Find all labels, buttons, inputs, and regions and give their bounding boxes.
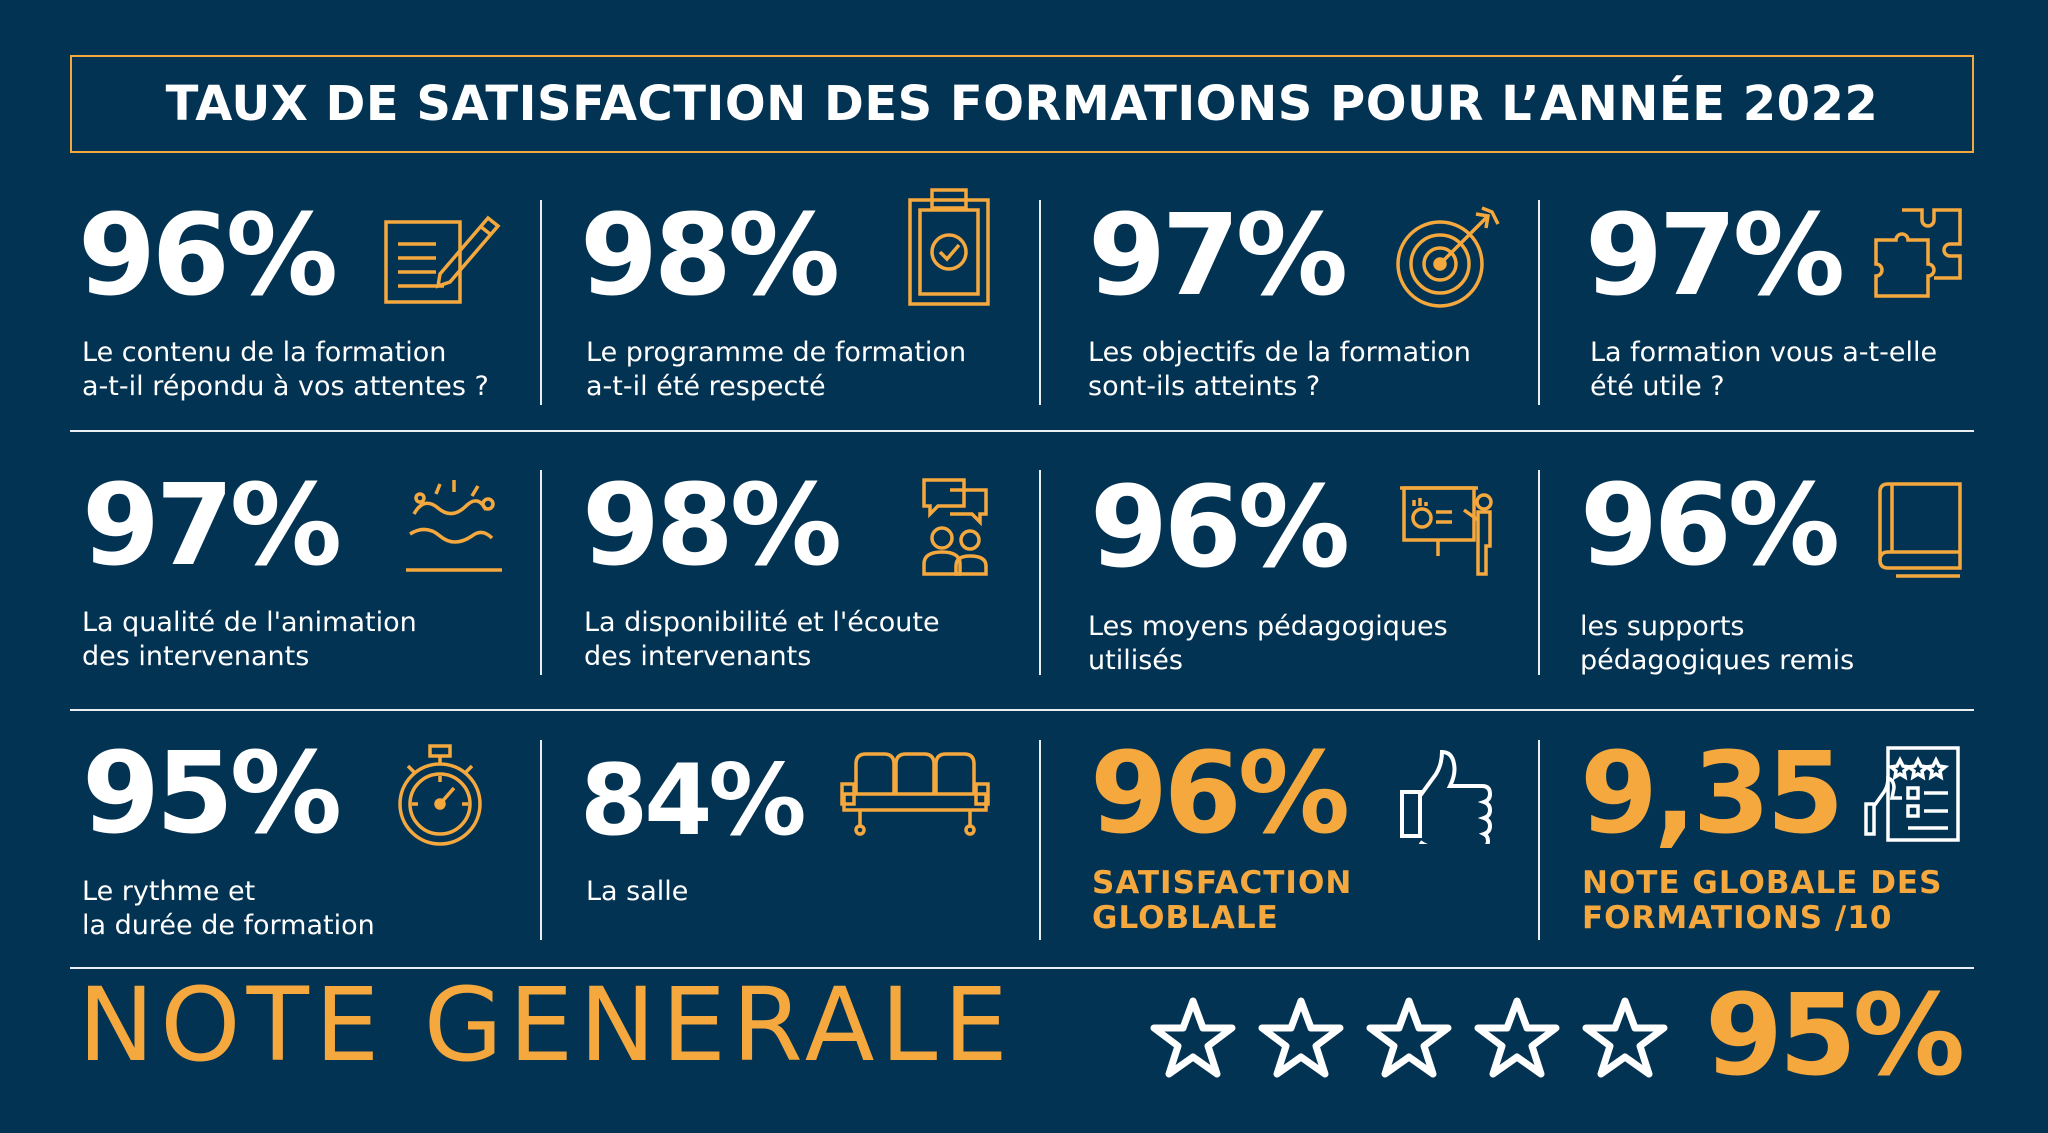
stat-desc-line1: Le contenu de la formation [82, 337, 447, 368]
column-divider [1039, 200, 1041, 405]
column-divider [540, 470, 542, 675]
stat-desc-line2: utilisés [1088, 645, 1183, 676]
row-divider [70, 709, 1974, 711]
puzzle-icon [1872, 204, 1964, 300]
column-divider [1538, 470, 1540, 675]
stat-desc-line2: la durée de formation [82, 910, 375, 941]
title-box: TAUX DE SATISFACTION DES FORMATIONS POUR… [70, 55, 1974, 153]
stat-value-note-globale: 9,35 [1580, 729, 1844, 859]
rating-stars [1150, 996, 1668, 1078]
stat-desc-line2: des intervenants [584, 641, 812, 672]
stat-desc-line1: Le programme de formation [586, 337, 967, 368]
stat-desc-line1: La formation vous a-t-elle [1590, 337, 1938, 368]
stat-value-salle: 84% [580, 744, 807, 858]
star-icon [1150, 997, 1236, 1078]
column-divider [1039, 470, 1041, 675]
seats-icon [840, 750, 990, 836]
stat-value-disponibilite: 98% [582, 461, 842, 591]
document-pen-icon [380, 212, 502, 308]
stat-desc-line2: été utile ? [1590, 371, 1725, 402]
column-divider [1538, 740, 1540, 940]
column-divider [1538, 200, 1540, 405]
stat-desc-line2: GLOBLALE [1092, 900, 1279, 936]
stat-desc-line1: les supports [1580, 611, 1745, 642]
stat-desc-line1: Les moyens pédagogiques [1088, 611, 1448, 642]
stat-value-objectifs: 97% [1088, 191, 1348, 321]
stat-desc-line1: NOTE GLOBALE DES [1582, 865, 1943, 901]
stat-desc-line2: a-t-il été respecté [586, 371, 826, 402]
stat-desc-line2: des intervenants [82, 641, 310, 672]
stat-desc-line1: La salle [586, 876, 689, 907]
column-divider [1039, 740, 1041, 940]
stat-desc-line1: La disponibilité et l'écoute [584, 607, 940, 638]
stat-desc-line2: pédagogiques remis [1580, 645, 1855, 676]
stat-desc-line1: SATISFACTION [1092, 865, 1353, 901]
page-title: TAUX DE SATISFACTION DES FORMATIONS POUR… [165, 76, 1879, 132]
people-chat-icon [920, 476, 990, 576]
footer-label: NOTE GENERALE [78, 966, 1014, 1085]
stat-value-moyens: 96% [1090, 463, 1350, 593]
stat-desc-line1: La qualité de l'animation [82, 607, 417, 638]
star-icon [1582, 997, 1668, 1078]
stat-value-utile: 97% [1585, 191, 1845, 321]
book-icon [1876, 480, 1964, 580]
row-divider [70, 967, 1974, 969]
column-divider [540, 200, 542, 405]
clipboard-check-icon [906, 186, 992, 308]
stat-value-rythme: 95% [82, 729, 342, 859]
stat-desc-line2: sont-ils atteints ? [1088, 371, 1321, 402]
stat-desc-line1: Les objectifs de la formation [1088, 337, 1471, 368]
stat-value-contenu: 96% [78, 191, 338, 321]
rating-review-icon [1862, 744, 1962, 844]
column-divider [540, 740, 542, 940]
star-icon [1366, 997, 1452, 1078]
stat-value-satisfaction: 96% [1090, 729, 1350, 859]
stopwatch-icon [394, 744, 486, 848]
star-icon [1258, 997, 1344, 1078]
stat-desc-line2: FORMATIONS /10 [1582, 900, 1893, 936]
footer-value: 95% [1705, 971, 1965, 1101]
thumbs-up-icon [1398, 748, 1494, 844]
target-arrow-icon [1394, 206, 1502, 310]
star-icon [1474, 997, 1560, 1078]
presentation-icon [1400, 480, 1500, 580]
animation-icon [400, 474, 508, 578]
stat-value-supports: 96% [1580, 461, 1840, 591]
stat-desc-line1: Le rythme et [82, 876, 256, 907]
stat-value-animation: 97% [82, 461, 342, 591]
stat-desc-line2: a-t-il répondu à vos attentes ? [82, 371, 489, 402]
row-divider [70, 430, 1974, 432]
stat-value-programme: 98% [580, 191, 840, 321]
